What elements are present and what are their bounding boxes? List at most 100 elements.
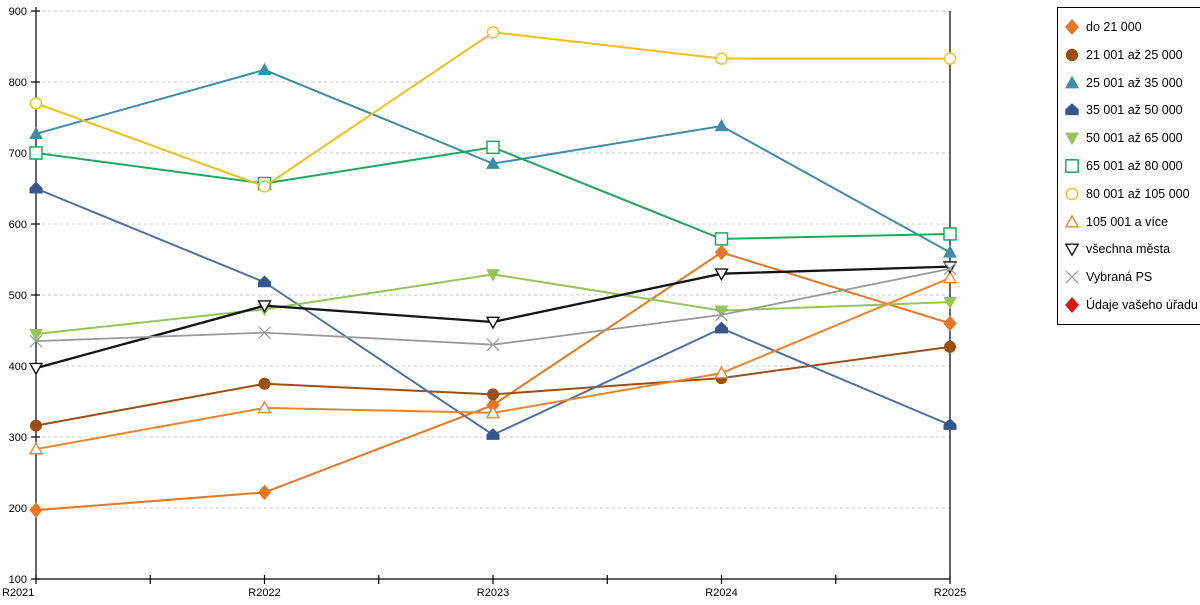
open-x-marker-icon [943, 262, 957, 276]
circle-marker-icon [1065, 48, 1079, 61]
open-triangle-up-marker-icon [942, 270, 958, 284]
series-8 [28, 270, 958, 455]
legend-item-label: 80 001 až 105 000 [1086, 186, 1190, 201]
open-x-marker-icon [29, 334, 43, 348]
legend-marker-icon [1065, 18, 1079, 35]
legend-item: 80 001 až 105 000 [1064, 186, 1200, 202]
open-square-marker-icon [29, 146, 43, 160]
open-x-marker-icon [486, 338, 500, 352]
legend-marker-icon [1065, 48, 1079, 61]
legend-item-label: 35 001 až 50 000 [1086, 103, 1183, 118]
x-tick-label: R2023 [477, 587, 509, 599]
legend-item: Vybraná PS [1064, 269, 1200, 285]
legend-marker-icon [1065, 103, 1079, 116]
triangle-down-marker-icon [943, 296, 957, 310]
series-line [35, 251, 951, 512]
legend-item: 105 001 a více [1064, 213, 1200, 230]
pentagon-marker-icon [715, 321, 728, 334]
diamond-marker-icon [257, 484, 272, 501]
legend-item: 35 001 až 50 000 [1064, 102, 1200, 118]
legend-item: 21 001 až 25 000 [1064, 47, 1200, 63]
series-line [35, 277, 951, 451]
legend-item: všechna města [1064, 241, 1200, 258]
pentagon-marker-icon [486, 428, 500, 440]
open-square-marker-icon [943, 227, 957, 241]
open-circle-marker-icon [943, 52, 957, 65]
legend-item-label: do 21 000 [1086, 19, 1142, 34]
y-tick-label: 800 [9, 77, 27, 89]
legend-marker-icon [1064, 75, 1080, 88]
circle-marker-icon [486, 388, 500, 401]
series-3 [29, 62, 957, 258]
legend-marker-icon [1065, 297, 1079, 313]
open-triangle-up-marker-icon [257, 400, 272, 414]
line-chart-svg: 100 200 300 400 500 600 700 800 900 R2021 R2022 R20… [2, 6, 966, 599]
legend-item: do 21 000 [1064, 18, 1200, 35]
series-4 [29, 181, 957, 440]
legend-item-label: 50 001 až 65 000 [1086, 131, 1183, 146]
open-circle-marker-icon [486, 26, 500, 39]
diamond-marker-icon [1065, 297, 1079, 313]
triangle-up-marker-icon [943, 245, 957, 258]
triangle-up-marker-icon [714, 118, 729, 132]
legend-item-label: 21 001 až 25 000 [1086, 47, 1183, 62]
triangle-up-marker-icon [486, 156, 500, 169]
legend-item: 25 001 až 35 000 [1064, 75, 1200, 91]
open-triangle-down-marker-icon [714, 268, 729, 282]
y-tick-label: 900 [9, 6, 27, 18]
circle-marker-icon [29, 419, 43, 432]
series-9 [28, 261, 958, 376]
diamond-marker-icon [1065, 18, 1079, 35]
legend-item: Údaje vašeho úřadu [1064, 297, 1200, 313]
triangle-down-marker-icon [1064, 132, 1080, 146]
diamond-marker-icon [29, 502, 43, 518]
x-tick-label: R2021 [2, 587, 34, 599]
y-tick-label: 400 [9, 361, 27, 373]
legend-box: do 21 000 21 001 až 25 000 25 001 až 35 00… [1057, 7, 1200, 325]
open-circle-marker-icon [29, 97, 43, 110]
triangle-down-marker-icon [29, 328, 43, 342]
legend-marker-icon [1064, 243, 1080, 258]
y-tick-label: 300 [9, 432, 27, 444]
pentagon-marker-icon [943, 418, 957, 430]
open-circle-marker-icon [258, 180, 271, 193]
open-square-marker-icon [714, 232, 729, 246]
legend-item-label: 105 001 a více [1086, 214, 1169, 229]
open-square-marker-icon [1065, 159, 1079, 173]
y-tick-label: 600 [9, 219, 27, 231]
open-square-marker-icon [486, 140, 500, 155]
legend-item: 65 001 až 80 000 [1064, 158, 1200, 174]
open-triangle-down-marker-icon [28, 362, 44, 376]
open-triangle-up-marker-icon [28, 441, 44, 455]
pentagon-marker-icon [29, 181, 43, 194]
legend-marker-icon [1065, 187, 1079, 201]
y-tick-label: 100 [9, 574, 27, 586]
x-tick-label: R2025 [934, 587, 966, 599]
open-triangle-down-marker-icon [1064, 243, 1080, 258]
triangle-down-marker-icon [486, 269, 500, 282]
legend-marker-icon [1065, 270, 1079, 284]
open-x-marker-icon [258, 326, 271, 340]
pentagon-marker-icon [1065, 103, 1079, 116]
line-chart: 100 200 300 400 500 600 700 800 900 R2021 R2022 R20… [2, 6, 966, 599]
legend-marker-icon [1064, 213, 1080, 228]
pentagon-marker-icon [258, 275, 271, 288]
legend-item-label: Vybraná PS [1086, 270, 1153, 285]
series-7 [29, 26, 957, 193]
y-tick-label: 200 [9, 503, 27, 515]
circle-marker-icon [258, 377, 271, 390]
y-tick-label: 700 [9, 148, 27, 160]
series-1 [29, 244, 957, 518]
legend-item-label: Údaje vašeho úřadu [1086, 298, 1198, 313]
legend-item: 50 001 až 65 000 [1064, 130, 1200, 146]
open-triangle-down-marker-icon [257, 300, 272, 314]
open-triangle-up-marker-icon [485, 405, 501, 419]
triangle-up-marker-icon [29, 126, 43, 140]
legend-marker-icon [1064, 132, 1080, 146]
x-tick-label: R2024 [705, 587, 737, 599]
legend-item-label: 65 001 až 80 000 [1086, 158, 1183, 173]
open-triangle-up-marker-icon [1064, 213, 1080, 228]
open-x-marker-icon [1065, 270, 1079, 284]
x-tick-label: R2022 [248, 587, 280, 599]
open-triangle-up-marker-icon [714, 365, 729, 379]
